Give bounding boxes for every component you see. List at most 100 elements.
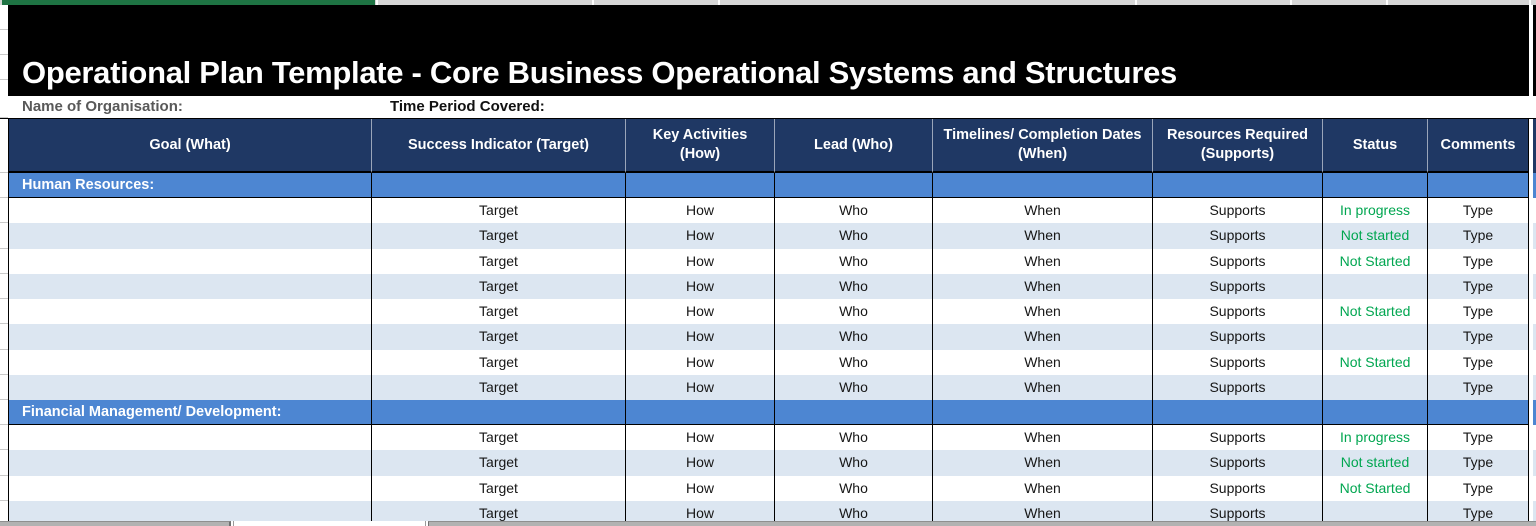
column-header-resources[interactable]: Resources Required (Supports) xyxy=(1153,119,1323,173)
section-cell[interactable] xyxy=(933,400,1153,425)
cell-timelines[interactable]: When xyxy=(933,374,1153,400)
cell-resources[interactable]: Supports xyxy=(1153,273,1323,299)
cell-success-indicator[interactable]: Target xyxy=(372,198,626,224)
title-cell[interactable]: Operational Plan Template - Core Busines… xyxy=(8,5,1529,96)
cell-success-indicator[interactable]: Target xyxy=(372,349,626,375)
section-cell[interactable] xyxy=(1428,173,1529,198)
cell-status[interactable]: Not Started xyxy=(1323,248,1428,274)
cell-goal[interactable] xyxy=(8,198,372,224)
cell-key-activities[interactable]: How xyxy=(626,450,775,476)
column-header-lead[interactable]: Lead (Who) xyxy=(775,119,933,173)
cell-timelines[interactable]: When xyxy=(933,475,1153,501)
section-cell[interactable] xyxy=(775,400,933,425)
cell-status[interactable] xyxy=(1323,273,1428,299)
section-cell[interactable] xyxy=(1323,400,1428,425)
cell-lead[interactable]: Who xyxy=(775,450,933,476)
cell-resources[interactable]: Supports xyxy=(1153,475,1323,501)
cell-status[interactable]: Not started xyxy=(1323,450,1428,476)
section-cell[interactable] xyxy=(1323,173,1428,198)
cell-lead[interactable]: Who xyxy=(775,299,933,325)
section-cell[interactable] xyxy=(1153,173,1323,198)
cell-status[interactable]: Not Started xyxy=(1323,349,1428,375)
cell-goal[interactable] xyxy=(8,450,372,476)
cell-key-activities[interactable]: How xyxy=(626,324,775,350)
column-header-goal[interactable]: Goal (What) xyxy=(8,119,372,173)
cell-resources[interactable]: Supports xyxy=(1153,198,1323,224)
column-header-comments[interactable]: Comments xyxy=(1428,119,1529,173)
section-cell[interactable] xyxy=(1428,400,1529,425)
cell-lead[interactable]: Who xyxy=(775,324,933,350)
cell-comments[interactable]: Type xyxy=(1428,299,1529,325)
cell-key-activities[interactable]: How xyxy=(626,248,775,274)
cell-comments[interactable]: Type xyxy=(1428,349,1529,375)
cell-timelines[interactable]: When xyxy=(933,450,1153,476)
cell-success-indicator[interactable]: Target xyxy=(372,374,626,400)
cell-key-activities[interactable]: How xyxy=(626,198,775,224)
cell-goal[interactable] xyxy=(8,349,372,375)
meta-cells[interactable]: Name of Organisation: Time Period Covere… xyxy=(8,96,1529,118)
cell-resources[interactable]: Supports xyxy=(1153,299,1323,325)
cell-key-activities[interactable]: How xyxy=(626,299,775,325)
cell-lead[interactable]: Who xyxy=(775,273,933,299)
cell-status[interactable]: In progress xyxy=(1323,425,1428,451)
section-cell[interactable] xyxy=(626,173,775,198)
cell-comments[interactable]: Type xyxy=(1428,248,1529,274)
section-label[interactable]: Human Resources: xyxy=(8,173,372,198)
section-cell[interactable] xyxy=(626,400,775,425)
cell-success-indicator[interactable]: Target xyxy=(372,248,626,274)
cell-timelines[interactable]: When xyxy=(933,349,1153,375)
cell-resources[interactable]: Supports xyxy=(1153,450,1323,476)
cell-key-activities[interactable]: How xyxy=(626,349,775,375)
cell-resources[interactable]: Supports xyxy=(1153,248,1323,274)
cell-resources[interactable]: Supports xyxy=(1153,374,1323,400)
cell-goal[interactable] xyxy=(8,475,372,501)
column-header-success-indicator[interactable]: Success Indicator (Target) xyxy=(372,119,626,173)
cell-goal[interactable] xyxy=(8,248,372,274)
cell-timelines[interactable]: When xyxy=(933,248,1153,274)
cell-comments[interactable]: Type xyxy=(1428,425,1529,451)
cell-comments[interactable]: Type xyxy=(1428,273,1529,299)
cell-comments[interactable]: Type xyxy=(1428,374,1529,400)
cell-comments[interactable]: Type xyxy=(1428,223,1529,249)
cell-success-indicator[interactable]: Target xyxy=(372,425,626,451)
cell-lead[interactable]: Who xyxy=(775,198,933,224)
cell-status[interactable] xyxy=(1323,324,1428,350)
cell-success-indicator[interactable]: Target xyxy=(372,475,626,501)
cell-comments[interactable]: Type xyxy=(1428,324,1529,350)
cell-resources[interactable]: Supports xyxy=(1153,349,1323,375)
cell-comments[interactable]: Type xyxy=(1428,450,1529,476)
column-header-key-activities[interactable]: Key Activities (How) xyxy=(626,119,775,173)
cell-success-indicator[interactable]: Target xyxy=(372,324,626,350)
cell-key-activities[interactable]: How xyxy=(626,475,775,501)
section-cell[interactable] xyxy=(372,400,626,425)
cell-goal[interactable] xyxy=(8,299,372,325)
cell-timelines[interactable]: When xyxy=(933,273,1153,299)
cell-goal[interactable] xyxy=(8,223,372,249)
section-label[interactable]: Financial Management/ Development: xyxy=(8,400,372,425)
cell-key-activities[interactable]: How xyxy=(626,374,775,400)
cell-timelines[interactable]: When xyxy=(933,324,1153,350)
section-cell[interactable] xyxy=(933,173,1153,198)
cell-resources[interactable]: Supports xyxy=(1153,425,1323,451)
cell-success-indicator[interactable]: Target xyxy=(372,299,626,325)
cell-status[interactable]: Not Started xyxy=(1323,299,1428,325)
sheet-tab-right[interactable] xyxy=(428,521,1536,526)
cell-key-activities[interactable]: How xyxy=(626,223,775,249)
cell-lead[interactable]: Who xyxy=(775,425,933,451)
cell-lead[interactable]: Who xyxy=(775,374,933,400)
cell-lead[interactable]: Who xyxy=(775,349,933,375)
cell-goal[interactable] xyxy=(8,374,372,400)
cell-lead[interactable]: Who xyxy=(775,475,933,501)
cell-timelines[interactable]: When xyxy=(933,425,1153,451)
cell-timelines[interactable]: When xyxy=(933,223,1153,249)
cell-resources[interactable]: Supports xyxy=(1153,223,1323,249)
section-cell[interactable] xyxy=(775,173,933,198)
sheet-tab-left[interactable] xyxy=(0,521,231,526)
cell-goal[interactable] xyxy=(8,425,372,451)
cell-status[interactable] xyxy=(1323,374,1428,400)
cell-key-activities[interactable]: How xyxy=(626,273,775,299)
column-header-status[interactable]: Status xyxy=(1323,119,1428,173)
cell-key-activities[interactable]: How xyxy=(626,425,775,451)
cell-resources[interactable]: Supports xyxy=(1153,324,1323,350)
cell-timelines[interactable]: When xyxy=(933,299,1153,325)
